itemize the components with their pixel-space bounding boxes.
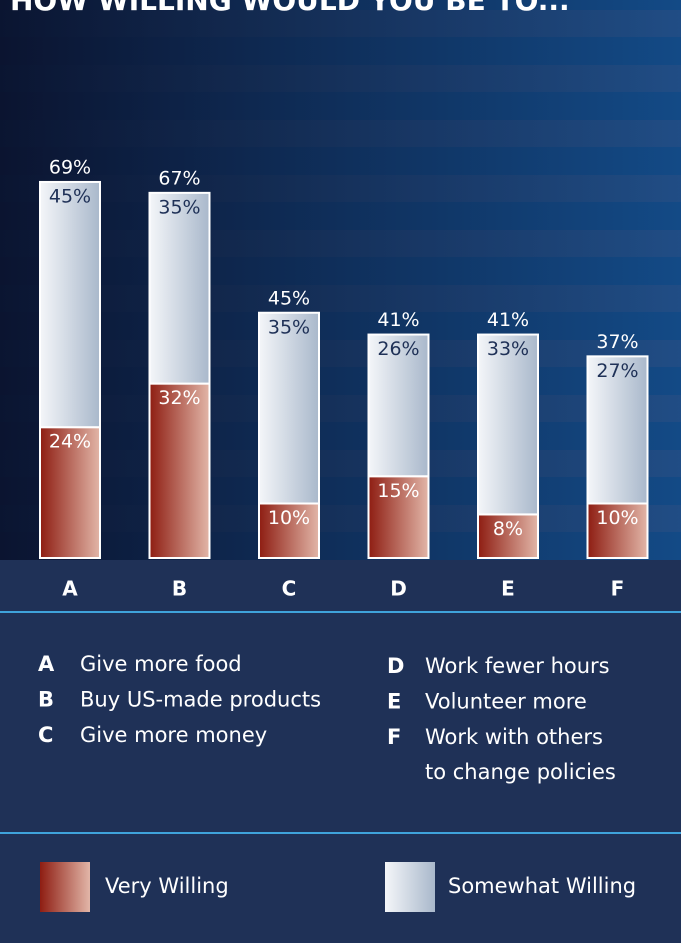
bar-segment	[148, 191, 211, 385]
x-tick-label: F	[611, 577, 625, 601]
description-letter: A	[38, 652, 55, 676]
description: Buy US-made products	[80, 688, 321, 712]
description-letter: D	[387, 654, 404, 678]
bar-segment	[477, 513, 539, 560]
value-label: 35%	[158, 196, 200, 218]
description: to change policies	[425, 760, 616, 784]
x-tick-label: A	[62, 577, 78, 601]
description: Work fewer hours	[425, 654, 610, 678]
chart-title: HOW WILLING WOULD YOU BE TO...	[10, 0, 570, 17]
legend-label: Somewhat Willing	[448, 874, 636, 898]
total-label: 41%	[377, 309, 419, 331]
band	[0, 10, 681, 37]
legend-swatch	[385, 862, 435, 912]
value-label: 27%	[596, 360, 638, 382]
total-label: 45%	[268, 287, 310, 309]
value-label: 8%	[493, 518, 523, 540]
value-label: 15%	[377, 480, 419, 502]
band	[0, 230, 681, 257]
legend-label: Very Willing	[105, 874, 229, 898]
total-label: 69%	[49, 156, 91, 178]
bar-segment	[586, 502, 649, 559]
x-tick-label: B	[172, 577, 187, 601]
total-label: 41%	[487, 309, 529, 331]
bar-segment	[367, 333, 430, 478]
bar-segment	[39, 426, 101, 560]
value-label: 26%	[377, 338, 419, 360]
band	[0, 285, 681, 312]
bar-segment	[148, 382, 211, 559]
band	[0, 65, 681, 92]
band	[0, 450, 681, 477]
value-label: 10%	[596, 507, 638, 529]
band	[0, 505, 681, 532]
bar-segment	[258, 502, 320, 559]
value-label: 33%	[487, 338, 529, 360]
bar-segment	[39, 180, 101, 429]
bar-segment	[586, 355, 649, 505]
x-tick-label: D	[390, 577, 407, 601]
background-bands	[0, 10, 681, 532]
band	[0, 395, 681, 422]
bar-segment	[258, 311, 320, 505]
total-label: 67%	[158, 167, 200, 189]
value-label: 24%	[49, 431, 91, 453]
value-label: 35%	[268, 316, 310, 338]
value-label: 45%	[49, 185, 91, 207]
band	[0, 340, 681, 367]
bar-segment	[477, 333, 539, 516]
value-label: 32%	[158, 387, 200, 409]
band	[0, 175, 681, 202]
total-label: 37%	[596, 331, 638, 353]
description: Work with others	[425, 725, 603, 749]
band	[0, 120, 681, 147]
lower-panel	[0, 560, 681, 943]
description-letter: E	[387, 690, 401, 714]
x-tick-label: C	[282, 577, 297, 601]
description-letter: C	[38, 723, 53, 747]
description-letter: B	[38, 688, 54, 712]
value-label: 10%	[268, 507, 310, 529]
description: Give more money	[80, 723, 267, 747]
description: Give more food	[80, 652, 242, 676]
description-letter: F	[387, 725, 401, 749]
description: Volunteer more	[425, 690, 587, 714]
legend-swatch	[40, 862, 90, 912]
x-tick-label: E	[501, 577, 515, 601]
